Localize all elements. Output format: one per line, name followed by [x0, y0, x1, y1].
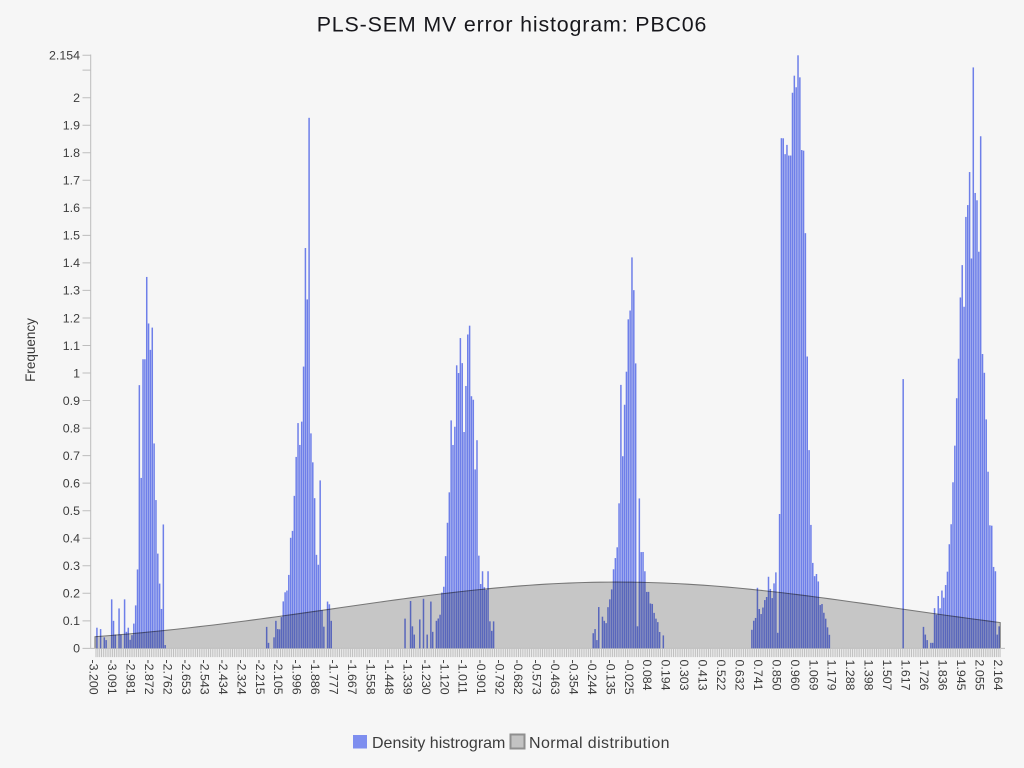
svg-text:0.194: 0.194: [659, 660, 673, 691]
svg-text:1.1: 1.1: [63, 339, 80, 353]
svg-text:1.8: 1.8: [63, 146, 80, 160]
svg-text:-2.543: -2.543: [197, 660, 211, 695]
svg-text:-1.996: -1.996: [290, 660, 304, 695]
svg-text:0.1: 0.1: [63, 614, 80, 628]
svg-text:Normal distribution: Normal distribution: [529, 735, 670, 752]
svg-text:-0.901: -0.901: [474, 660, 488, 695]
svg-text:-2.653: -2.653: [179, 660, 193, 695]
svg-text:1.398: 1.398: [862, 660, 876, 691]
svg-text:-0.244: -0.244: [585, 660, 599, 695]
svg-text:-1.558: -1.558: [363, 660, 377, 695]
svg-text:-1.448: -1.448: [382, 660, 396, 695]
svg-text:1.6: 1.6: [63, 201, 80, 215]
svg-text:1.069: 1.069: [806, 660, 820, 691]
svg-text:-0.354: -0.354: [566, 660, 580, 695]
svg-text:0: 0: [73, 642, 80, 656]
svg-text:0.522: 0.522: [714, 660, 728, 691]
svg-text:-0.682: -0.682: [511, 660, 525, 695]
svg-text:-3.091: -3.091: [105, 660, 119, 695]
svg-text:1.2: 1.2: [63, 311, 80, 325]
svg-text:1.5: 1.5: [63, 229, 80, 243]
svg-text:0.8: 0.8: [63, 421, 80, 435]
svg-text:-1.011: -1.011: [456, 660, 470, 694]
svg-text:-2.981: -2.981: [124, 660, 138, 695]
svg-text:1.9: 1.9: [63, 119, 80, 133]
svg-text:1.4: 1.4: [63, 256, 80, 270]
svg-text:-1.777: -1.777: [327, 660, 341, 695]
svg-text:0.5: 0.5: [63, 504, 80, 518]
svg-text:1.288: 1.288: [843, 660, 857, 691]
svg-text:1.726: 1.726: [917, 660, 931, 691]
svg-text:0.7: 0.7: [63, 449, 80, 463]
svg-text:-0.573: -0.573: [530, 660, 544, 695]
svg-text:0.3: 0.3: [63, 559, 80, 573]
svg-text:0.4: 0.4: [63, 532, 80, 546]
svg-text:0.303: 0.303: [677, 660, 691, 691]
svg-text:-2.324: -2.324: [234, 660, 248, 695]
svg-text:Frequency: Frequency: [23, 318, 38, 382]
svg-text:-0.135: -0.135: [603, 660, 617, 695]
svg-text:-2.105: -2.105: [271, 660, 285, 695]
svg-text:-1.230: -1.230: [419, 660, 433, 695]
svg-text:-2.434: -2.434: [216, 660, 230, 695]
svg-text:1.507: 1.507: [880, 660, 894, 691]
svg-text:-1.886: -1.886: [308, 660, 322, 695]
svg-text:0.084: 0.084: [640, 660, 654, 691]
svg-text:2: 2: [73, 91, 80, 105]
svg-text:-1.667: -1.667: [345, 660, 359, 695]
svg-text:0.741: 0.741: [751, 660, 765, 691]
svg-text:0.960: 0.960: [788, 660, 802, 691]
svg-text:PLS-SEM MV error histogram: PB: PLS-SEM MV error histogram: PBC06: [317, 13, 708, 37]
svg-text:0.2: 0.2: [63, 587, 80, 601]
svg-text:2.055: 2.055: [972, 660, 986, 691]
svg-text:0.850: 0.850: [769, 660, 783, 691]
svg-text:-1.339: -1.339: [400, 660, 414, 695]
svg-text:0.9: 0.9: [63, 394, 80, 408]
svg-text:-2.872: -2.872: [142, 660, 156, 695]
svg-text:1.945: 1.945: [954, 660, 968, 691]
svg-text:1.3: 1.3: [63, 284, 80, 298]
svg-text:1.617: 1.617: [899, 660, 913, 691]
svg-text:2.164: 2.164: [991, 660, 1005, 691]
svg-text:-3.200: -3.200: [87, 660, 101, 695]
svg-text:-0.792: -0.792: [493, 660, 507, 695]
svg-text:-2.762: -2.762: [161, 660, 175, 695]
svg-text:-0.025: -0.025: [622, 660, 636, 695]
svg-text:0.413: 0.413: [696, 660, 710, 691]
svg-text:1: 1: [73, 366, 80, 380]
svg-text:2.154: 2.154: [49, 49, 80, 63]
svg-text:0.632: 0.632: [732, 660, 746, 691]
svg-text:-1.120: -1.120: [437, 660, 451, 695]
svg-text:1.836: 1.836: [935, 660, 949, 691]
svg-text:1.7: 1.7: [63, 174, 80, 188]
svg-text:1.179: 1.179: [825, 660, 839, 691]
svg-text:-0.463: -0.463: [548, 660, 562, 695]
svg-text:0.6: 0.6: [63, 476, 80, 490]
svg-text:-2.215: -2.215: [253, 660, 267, 695]
svg-text:Density histrogram: Density histrogram: [372, 735, 505, 752]
